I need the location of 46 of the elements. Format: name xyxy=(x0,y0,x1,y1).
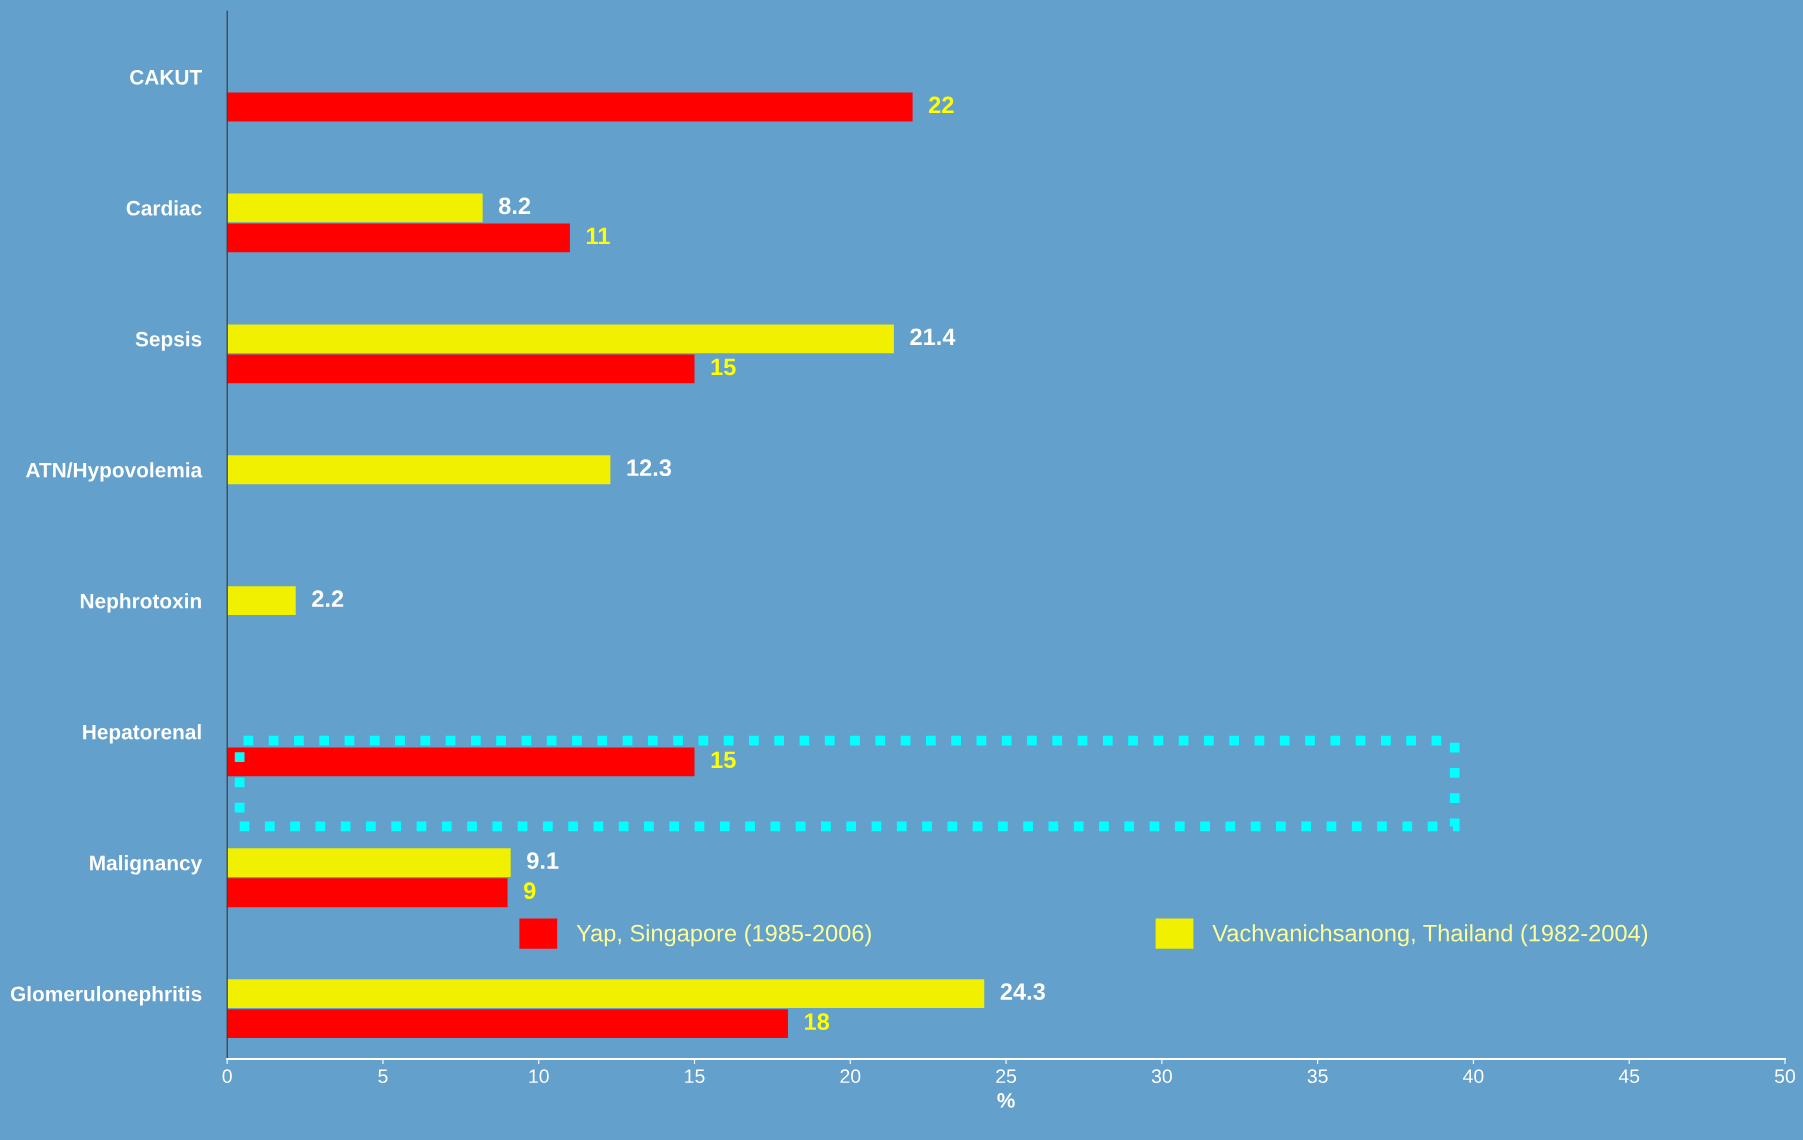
y-tick-label: Hepatorenal xyxy=(83,724,201,744)
x-tick-label: 0 xyxy=(222,1069,232,1084)
y-tick-label: Malignancy xyxy=(90,855,203,875)
x-tick-label: 30 xyxy=(1151,1069,1172,1084)
x-tick-label: 35 xyxy=(1307,1069,1328,1084)
x-axis-title: % xyxy=(997,1093,1015,1108)
bar xyxy=(227,747,695,777)
data-label: 18 xyxy=(805,1013,830,1031)
data-label: 11 xyxy=(586,227,610,245)
x-tick-label: 45 xyxy=(1618,1069,1640,1084)
bar xyxy=(227,354,695,384)
bar xyxy=(227,878,508,908)
bar xyxy=(227,1009,788,1039)
bar xyxy=(227,193,483,223)
bar xyxy=(227,223,570,253)
x-tick-label: 50 xyxy=(1774,1069,1796,1084)
x-tick-label: 15 xyxy=(685,1069,705,1084)
data-label: 9.1 xyxy=(527,852,559,869)
bar xyxy=(227,455,611,485)
data-label: 15 xyxy=(711,358,736,376)
data-label: 2.2 xyxy=(312,590,344,607)
data-label: 15 xyxy=(711,751,736,769)
data-label: 22 xyxy=(929,96,954,114)
y-tick-label: ATN/Hypovolemia xyxy=(25,462,203,482)
legend-label: Vachvanichsanong, Thailand (1982-2004) xyxy=(1212,924,1648,947)
x-tick-label: 5 xyxy=(378,1069,388,1084)
y-tick-label: CAKUT xyxy=(130,69,202,85)
y-tick-label: Glomerulonephritis xyxy=(10,986,202,1006)
x-tick-label: 25 xyxy=(996,1069,1017,1084)
x-tick-label: 10 xyxy=(529,1069,549,1084)
x-tick-label: 40 xyxy=(1463,1069,1484,1084)
y-tick-label: Sepsis xyxy=(135,331,202,351)
x-tick-label: 20 xyxy=(840,1069,861,1084)
data-label: 24.3 xyxy=(1000,983,1045,1000)
data-label: 21.4 xyxy=(910,328,956,345)
y-tick-label: Cardiac xyxy=(126,200,202,216)
data-label: 12.3 xyxy=(627,459,672,477)
bar xyxy=(227,92,913,122)
bar xyxy=(227,324,894,354)
legend-label: Yap, Singapore (1985-2006) xyxy=(576,924,871,947)
data-label: 8.2 xyxy=(498,197,531,215)
y-tick-label: Nephrotoxin xyxy=(80,593,201,613)
bar xyxy=(227,979,985,1008)
data-label: 9 xyxy=(523,882,536,900)
bar xyxy=(227,848,511,878)
bar xyxy=(227,586,296,616)
